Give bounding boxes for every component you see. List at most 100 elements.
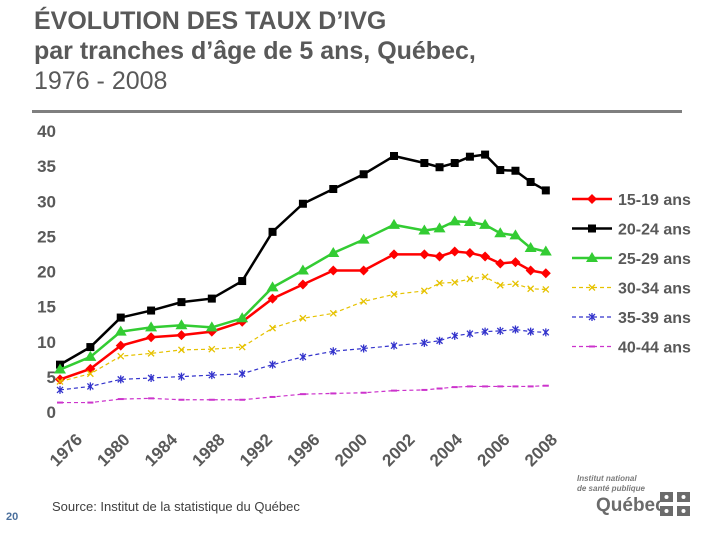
data-point — [84, 350, 97, 361]
legend-entry: 15-19 ans — [572, 192, 691, 209]
y-tick-label: 0 — [47, 403, 56, 422]
data-point — [329, 309, 337, 317]
title-line-3: 1976 - 2008 — [34, 67, 168, 95]
slide-title: ÉVOLUTION DES TAUX D’IVG par tranches d’… — [34, 6, 476, 96]
data-point — [587, 194, 597, 204]
data-point — [448, 215, 461, 226]
data-point — [588, 284, 596, 291]
data-point — [299, 314, 307, 322]
data-point — [357, 233, 370, 244]
x-tick-label: 1984 — [141, 430, 182, 471]
data-point — [296, 264, 309, 275]
data-point — [510, 257, 521, 268]
data-point — [509, 229, 522, 240]
data-point — [236, 312, 249, 323]
y-tick-label: 5 — [47, 368, 56, 387]
data-point — [542, 286, 550, 293]
logo-line-2: de santé publique — [577, 484, 646, 493]
y-tick-label: 15 — [37, 298, 56, 317]
legend-entry: 35-39 ans — [572, 310, 691, 327]
data-point — [177, 372, 185, 381]
data-point — [481, 273, 489, 281]
legend-label: 20-24 ans — [618, 222, 691, 239]
data-point — [298, 199, 307, 208]
data-point — [238, 277, 247, 286]
data-point — [526, 177, 535, 186]
data-point — [360, 344, 368, 353]
data-point — [588, 224, 596, 233]
data-point — [494, 227, 507, 238]
data-point — [480, 251, 491, 262]
data-point — [419, 249, 430, 260]
y-tick-label: 10 — [37, 333, 56, 352]
data-point — [420, 338, 428, 347]
y-tick-label: 40 — [37, 122, 56, 141]
data-point — [147, 373, 155, 382]
data-point — [56, 385, 64, 394]
data-point — [238, 343, 246, 351]
data-point — [451, 278, 459, 286]
data-point — [463, 216, 476, 227]
data-point — [388, 218, 400, 229]
data-point — [539, 245, 552, 256]
data-point — [268, 227, 277, 236]
inspq-logo: Institut national de santé publique Québ… — [574, 474, 694, 524]
data-point — [359, 170, 368, 179]
data-point — [434, 251, 445, 262]
title-line-1: ÉVOLUTION DES TAUX D’IVG — [34, 7, 387, 35]
data-point — [269, 360, 277, 369]
data-point — [176, 330, 187, 341]
legend-label: 25-29 ans — [618, 251, 691, 268]
data-point — [481, 150, 490, 159]
x-tick-label: 2000 — [331, 430, 371, 470]
data-point — [450, 159, 459, 168]
data-point — [269, 324, 277, 332]
data-point — [496, 281, 504, 289]
data-point — [420, 159, 429, 168]
data-point — [496, 166, 505, 175]
data-point — [496, 326, 504, 335]
data-point — [86, 382, 94, 391]
logo-line-1: Institut national — [577, 474, 637, 483]
title-line-2: par tranches d’âge de 5 ans, Québec, — [34, 37, 476, 65]
data-point — [511, 166, 520, 175]
data-point — [451, 331, 459, 340]
data-point — [114, 325, 127, 336]
data-point — [420, 287, 428, 295]
data-point — [175, 319, 188, 330]
data-point — [479, 218, 492, 229]
data-point — [329, 347, 337, 356]
data-point — [86, 343, 95, 352]
title-underline — [32, 110, 682, 113]
data-point — [449, 246, 460, 257]
series-35-39-ans — [56, 325, 550, 394]
data-point — [208, 345, 216, 353]
data-point — [116, 313, 125, 322]
data-point — [205, 321, 218, 332]
x-tick-label: 2002 — [379, 430, 419, 470]
data-point — [466, 329, 474, 338]
legend-label: 15-19 ans — [618, 192, 691, 209]
data-point — [524, 242, 537, 253]
data-point — [147, 306, 156, 315]
series-15-19-ans — [55, 246, 551, 385]
data-point — [208, 371, 216, 380]
legend-label: 30-34 ans — [618, 281, 691, 298]
data-point — [146, 332, 157, 343]
data-point — [360, 297, 368, 305]
data-point — [327, 246, 340, 257]
data-point — [435, 163, 444, 172]
legend-entry: 30-34 ans — [572, 281, 691, 298]
data-point — [390, 290, 398, 298]
data-point — [177, 298, 186, 307]
data-point — [540, 268, 551, 279]
data-point — [527, 285, 535, 293]
data-point — [54, 363, 66, 374]
y-tick-label: 20 — [37, 263, 56, 282]
data-point — [481, 327, 489, 336]
data-point — [586, 252, 598, 262]
data-point — [55, 374, 65, 385]
data-point — [495, 258, 506, 269]
plot-area-background — [60, 120, 561, 421]
data-point — [511, 280, 519, 288]
